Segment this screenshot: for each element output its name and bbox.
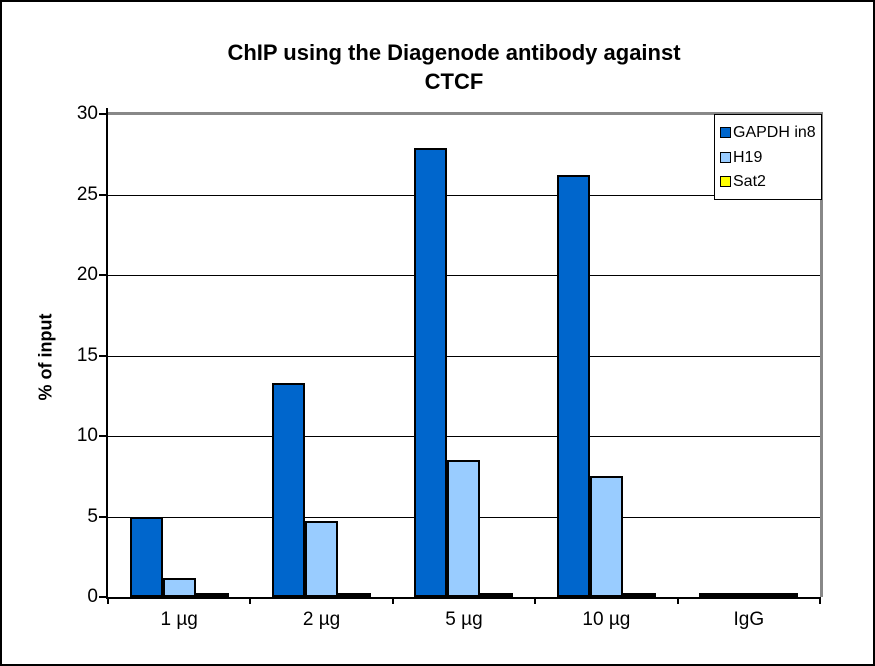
x-tick-label-2-µg: 2 µg (302, 609, 341, 630)
bar-GAPDH-in8-10-µg (556, 175, 590, 597)
legend-item-Sat2: Sat2 (720, 173, 819, 190)
y-tick-label-30: 30 (76, 103, 98, 124)
x-tick-0 (107, 597, 109, 604)
y-tick-30 (99, 113, 106, 115)
x-tick-4 (676, 597, 679, 604)
y-tick-label-25: 25 (76, 183, 98, 205)
bar-H19-2-µg (305, 521, 339, 597)
y-tick-20 (99, 274, 106, 276)
bar-Sat2-2-µg (338, 593, 372, 597)
bar-H19-1-µg (162, 577, 196, 597)
plot-border-right (820, 112, 823, 597)
y-axis-line (106, 108, 108, 599)
y-tick-label-20: 20 (76, 264, 98, 285)
gridline-25 (108, 194, 820, 196)
bar-group-2-µg (250, 114, 392, 597)
y-tick-10 (99, 435, 106, 437)
legend-label-H19: H19 (733, 148, 763, 166)
x-tick-1 (249, 597, 252, 604)
legend-swatch-GAPDH-in8 (720, 127, 731, 139)
y-tick-25 (99, 193, 106, 196)
legend-label-Sat2: Sat2 (733, 172, 766, 190)
x-tick-5 (819, 597, 821, 604)
chart-title-line2: CTCF (424, 69, 484, 94)
bar-GAPDH-in8-1-µg (129, 516, 163, 597)
y-tick-label-5: 5 (87, 505, 98, 527)
plot-border-top (108, 112, 823, 115)
gridline-15 (108, 355, 820, 357)
bar-group-1-µg (108, 114, 250, 597)
x-axis-line (106, 597, 820, 599)
x-tick-2 (391, 597, 394, 604)
x-tick-3 (534, 597, 537, 604)
legend-swatch-H19 (720, 151, 731, 163)
chart-title-line1: ChIP using the Diagenode antibody agains… (227, 40, 681, 65)
legend-label-GAPDH-in8: GAPDH in8 (733, 124, 816, 142)
y-tick-label-0: 0 (87, 586, 98, 607)
bar-GAPDH-in8-5-µg (414, 147, 448, 597)
x-tick-label-IgG: IgG (733, 609, 765, 630)
bar-H19-IgG (732, 593, 766, 597)
x-tick-label-1-µg: 1 µg (160, 609, 198, 630)
legend-item-H19: H19 (720, 149, 819, 166)
bar-GAPDH-in8-IgG (699, 593, 733, 597)
bar-Sat2-5-µg (480, 593, 514, 597)
bar-GAPDH-in8-2-µg (272, 382, 306, 597)
y-tick-15 (99, 354, 106, 357)
bar-Sat2-IgG (765, 593, 799, 597)
bar-group-IgG (678, 114, 820, 597)
bar-Sat2-1-µg (195, 593, 229, 597)
y-tick-5 (99, 515, 106, 518)
bar-group-5-µg (393, 114, 535, 597)
gridline-20 (108, 275, 820, 276)
bar-group-10-µg (535, 114, 677, 597)
chart-title: ChIP using the Diagenode antibody agains… (98, 38, 810, 96)
plot-area (106, 108, 823, 599)
x-tick-label-10-µg: 10 µg (582, 609, 631, 630)
bar-H19-10-µg (589, 476, 623, 597)
legend: GAPDH in8 H19 Sat2 (714, 114, 822, 200)
y-tick-0 (99, 596, 106, 598)
y-tick-label-15: 15 (76, 344, 98, 366)
bar-H19-5-µg (447, 460, 481, 597)
legend-item-GAPDH-in8: GAPDH in8 (720, 124, 819, 141)
x-tick-label-5-µg: 5 µg (445, 609, 483, 630)
bar-Sat2-10-µg (622, 593, 656, 597)
gridline-10 (108, 436, 820, 437)
y-tick-label-10: 10 (76, 425, 98, 446)
legend-swatch-Sat2 (720, 175, 731, 187)
